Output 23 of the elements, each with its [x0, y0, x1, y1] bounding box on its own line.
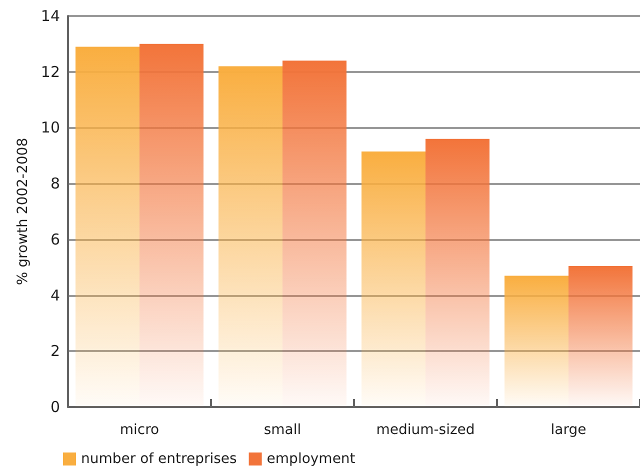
y-tick-label: 8 — [50, 174, 60, 193]
y-tick-label: 6 — [50, 230, 60, 248]
y-tick-label: 2 — [50, 342, 60, 360]
bar — [282, 60, 346, 407]
y-tick-label: 4 — [50, 286, 60, 304]
y-tick-label: 10 — [40, 118, 60, 137]
y-axis-title: % growth 2002-2008 — [15, 138, 32, 286]
bar — [76, 46, 140, 407]
y-tick-label: 0 — [50, 398, 60, 416]
x-tick-label: micro — [120, 422, 160, 438]
y-tick-label: 14 — [40, 7, 60, 25]
x-tick-label: medium-sized — [376, 422, 475, 438]
bar — [218, 66, 282, 407]
bar — [426, 138, 490, 407]
bar — [140, 44, 204, 407]
y-tick-label: 12 — [40, 62, 60, 81]
legend-label: employment — [266, 451, 356, 467]
legend-label: number of entreprises — [81, 451, 237, 467]
bar — [362, 151, 426, 407]
bar — [504, 276, 568, 407]
x-tick-label: small — [264, 422, 302, 438]
x-tick-label: large — [550, 422, 586, 438]
bar — [568, 266, 632, 407]
